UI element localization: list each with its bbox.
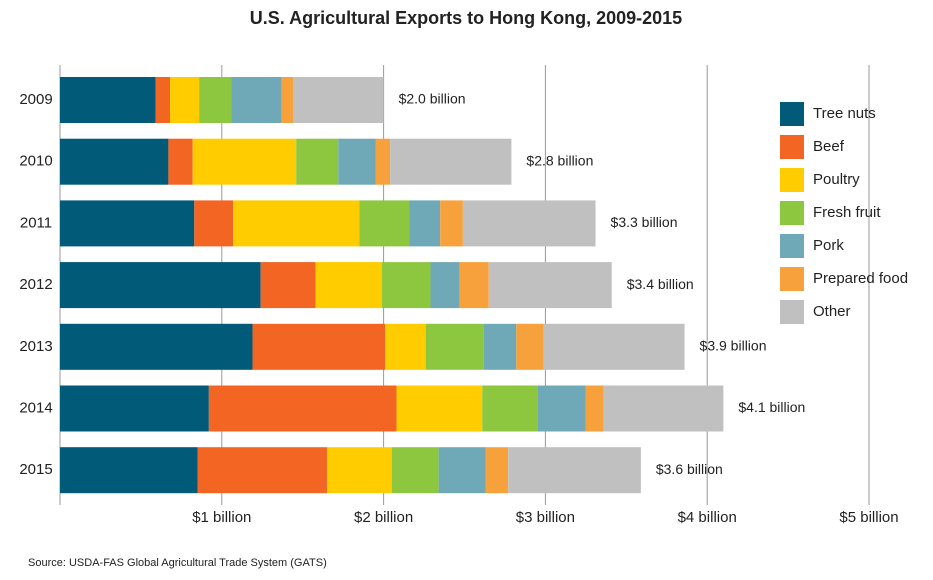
bar-segment (281, 77, 293, 123)
legend-label: Pork (813, 237, 844, 254)
bar-segment (537, 385, 586, 432)
y-tick-label: 2013 (19, 338, 52, 355)
bar-segment (197, 447, 327, 494)
legend-swatch (780, 267, 804, 291)
bar-segment (192, 138, 297, 185)
bar-segment (338, 138, 376, 185)
bar-segment (459, 262, 489, 309)
bar-segment (440, 200, 463, 247)
bar-segment (60, 323, 253, 370)
bar-segment (315, 262, 382, 309)
bar-segment (168, 138, 193, 185)
bar-segment (385, 323, 426, 370)
x-tick-label: $2 billion (354, 509, 413, 526)
bar-segment (60, 385, 209, 432)
bar-segment (252, 323, 386, 370)
bar-segment (155, 77, 171, 123)
bar-segment (603, 385, 724, 432)
x-tick-label: $1 billion (192, 509, 251, 526)
bar-segment (326, 447, 392, 494)
bar-segment (60, 447, 198, 494)
bar-segment (543, 323, 685, 370)
bar-segment (425, 323, 484, 370)
chart-title: U.S. Agricultural Exports to Hong Kong, … (250, 8, 682, 28)
y-tick-label: 2009 (19, 91, 52, 108)
legend-swatch (780, 168, 804, 192)
bar-segment (292, 77, 384, 123)
bar-segment (508, 447, 641, 494)
y-tick-label: 2011 (20, 214, 52, 231)
bar-segment (199, 77, 232, 123)
legend-label: Other (813, 303, 851, 320)
x-tick-label: $5 billion (839, 509, 898, 526)
legend-label: Prepared food (813, 270, 908, 287)
legend-swatch (780, 234, 804, 258)
x-tick-label: $3 billion (516, 509, 575, 526)
legend-label: Beef (813, 138, 845, 155)
bar-segment (430, 262, 460, 309)
legend-swatch (780, 300, 804, 324)
bar-segment (170, 77, 200, 123)
bar-segment (483, 323, 517, 370)
legend-swatch (780, 135, 804, 159)
y-tick-label: 2014 (19, 399, 52, 416)
legend-swatch (780, 102, 804, 126)
source: Source: USDA-FAS Global Agricultural Tra… (28, 557, 327, 569)
bar-segment (396, 385, 483, 432)
bar-segment (375, 138, 391, 185)
y-tick-label: 2015 (19, 461, 52, 478)
legend-label: Fresh fruit (813, 204, 881, 221)
bar-segment (60, 77, 156, 123)
bar-segment (233, 200, 360, 247)
bar-segment (208, 385, 397, 432)
bar-segment (409, 200, 441, 247)
legend-label: Poultry (813, 171, 860, 188)
bar-segment (60, 138, 169, 185)
x-tick-label: $4 billion (678, 509, 737, 526)
total-label: $2.0 billion (399, 91, 466, 107)
bar-segment (462, 200, 596, 247)
bar-segment (60, 262, 261, 309)
total-label: $2.8 billion (526, 152, 593, 168)
total-label: $4.1 billion (738, 399, 805, 415)
bar-segment (488, 262, 612, 309)
bar-segment (60, 200, 195, 247)
legend-label: Tree nuts (813, 105, 876, 122)
bar-segment (231, 77, 282, 123)
bar-segment (482, 385, 538, 432)
total-label: $3.6 billion (656, 461, 723, 477)
bar-segment (585, 385, 604, 432)
y-tick-label: 2012 (19, 276, 52, 293)
bar-segment (296, 138, 339, 185)
bar-segment (381, 262, 431, 309)
bar-segment (516, 323, 544, 370)
bar-segment (194, 200, 234, 247)
bar-segment (485, 447, 509, 494)
bar-segment (391, 447, 439, 494)
total-label: $3.3 billion (611, 214, 678, 230)
bar-segment (438, 447, 486, 494)
bar-segment (390, 138, 512, 185)
legend-swatch (780, 201, 804, 225)
y-tick-label: 2010 (19, 153, 52, 170)
total-label: $3.9 billion (700, 338, 767, 354)
bar-segment (359, 200, 410, 247)
total-label: $3.4 billion (627, 276, 694, 292)
bar-segment (260, 262, 316, 309)
